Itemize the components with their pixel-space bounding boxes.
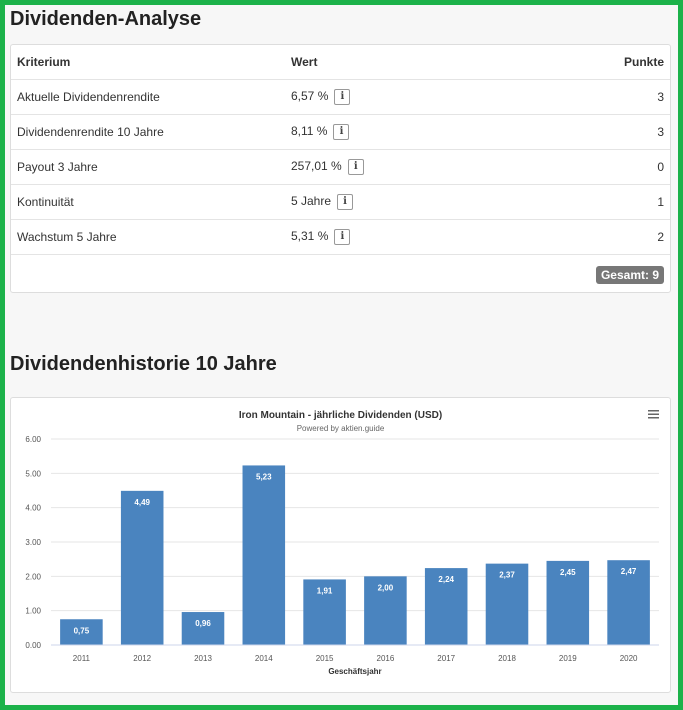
history-heading: Dividendenhistorie 10 Jahre	[10, 353, 277, 375]
value-text: 5,31 %	[291, 229, 329, 244]
table-row: Payout 3 Jahre 257,01 % i 0	[11, 149, 670, 185]
x-tick-label: 2020	[620, 654, 638, 663]
analysis-panel: Kriterium Wert Punkte Aktuelle Dividende…	[10, 44, 671, 293]
x-tick-label: 2016	[377, 654, 395, 663]
bar	[181, 612, 225, 645]
criterion-cell: Payout 3 Jahre	[11, 149, 285, 185]
y-tick-label: 2.00	[25, 572, 41, 581]
analysis-table: Kriterium Wert Punkte Aktuelle Dividende…	[11, 45, 670, 254]
data-label: 1,91	[317, 586, 333, 595]
criterion-cell: Aktuelle Dividendenrendite	[11, 79, 285, 115]
total-row: Gesamt: 9	[11, 254, 670, 293]
analysis-heading: Dividenden-Analyse	[10, 8, 202, 30]
x-axis-label: Geschäftsjahr	[328, 667, 381, 676]
table-row: Kontinuität 5 Jahre i 1	[11, 184, 670, 220]
criterion-cell: Wachstum 5 Jahre	[11, 219, 285, 254]
data-label: 2,37	[499, 571, 515, 580]
bar	[60, 619, 103, 645]
criterion-cell: Dividendenrendite 10 Jahre	[11, 114, 285, 150]
chart-subtitle: Powered by aktien.guide	[297, 424, 385, 433]
x-tick-label: 2014	[255, 654, 273, 663]
x-tick-label: 2011	[73, 654, 91, 663]
bar	[303, 579, 346, 645]
bar	[485, 563, 529, 645]
x-tick-label: 2019	[559, 654, 577, 663]
data-label: 2,00	[378, 583, 394, 592]
bar	[546, 560, 590, 645]
value-cell: 5 Jahre i	[285, 184, 524, 220]
total-badge: Gesamt: 9	[595, 266, 664, 284]
bar	[607, 560, 650, 645]
chart-panel: Iron Mountain - jährliche Dividenden (US…	[10, 397, 671, 693]
x-tick-label: 2012	[133, 654, 151, 663]
y-tick-label: 1.00	[25, 607, 41, 616]
value-text: 5 Jahre	[291, 194, 332, 209]
value-text: 8,11 %	[291, 124, 328, 139]
hamburger-menu-icon	[648, 410, 659, 412]
chart-title: Iron Mountain - jährliche Dividenden (US…	[239, 410, 442, 421]
data-label: 2,45	[560, 568, 576, 577]
bar	[424, 568, 468, 645]
column-header-points: Punkte	[623, 55, 664, 69]
data-label: 5,23	[256, 472, 272, 481]
value-cell: 8,11 % i	[285, 114, 524, 150]
info-icon[interactable]: i	[333, 124, 350, 140]
bar	[120, 490, 164, 645]
info-icon[interactable]: i	[347, 159, 364, 175]
table-header-row: Kriterium Wert Punkte	[11, 45, 670, 80]
table-row: Wachstum 5 Jahre 5,31 % i 2	[11, 219, 670, 254]
x-tick-label: 2015	[316, 654, 334, 663]
data-label: 0,75	[74, 626, 90, 635]
value-text: 6,57 %	[291, 89, 329, 104]
value-cell: 6,57 % i	[285, 79, 524, 115]
criterion-cell: Kontinuität	[11, 184, 285, 220]
data-label: 2,24	[438, 575, 454, 584]
y-tick-label: 3.00	[25, 538, 41, 547]
x-tick-label: 2013	[194, 654, 212, 663]
points-cell: 3	[523, 114, 670, 150]
x-tick-label: 2017	[437, 654, 455, 663]
value-text: 257,01 %	[291, 159, 342, 174]
dividend-chart: Iron Mountain - jährliche Dividenden (US…	[25, 410, 659, 676]
bar	[242, 465, 286, 645]
hamburger-menu-icon	[648, 413, 659, 415]
y-tick-label: 0.00	[25, 641, 41, 650]
column-header-criterion: Kriterium	[17, 55, 71, 69]
hamburger-menu-icon	[648, 417, 659, 419]
info-icon[interactable]: i	[334, 229, 351, 245]
value-cell: 257,01 % i	[285, 149, 524, 185]
value-cell: 5,31 % i	[285, 219, 524, 254]
data-label: 4,49	[134, 498, 150, 507]
info-icon[interactable]: i	[334, 89, 351, 105]
points-cell: 1	[523, 184, 670, 220]
table-row: Aktuelle Dividendenrendite 6,57 % i 3	[11, 79, 670, 115]
bar	[364, 576, 407, 645]
column-header-value: Wert	[291, 55, 318, 69]
y-tick-label: 6.00	[25, 435, 41, 444]
points-cell: 2	[523, 219, 670, 254]
x-tick-label: 2018	[498, 654, 516, 663]
points-cell: 3	[523, 79, 670, 115]
data-label: 0,96	[195, 619, 211, 628]
info-icon[interactable]: i	[337, 194, 354, 210]
y-tick-label: 4.00	[25, 504, 41, 513]
data-label: 2,47	[621, 567, 637, 576]
page: Dividenden-Analyse Kriterium Wert Punkte…	[5, 5, 678, 705]
table-row: Dividendenrendite 10 Jahre 8,11 % i 3	[11, 114, 670, 150]
y-tick-label: 5.00	[25, 469, 41, 478]
points-cell: 0	[523, 149, 670, 185]
